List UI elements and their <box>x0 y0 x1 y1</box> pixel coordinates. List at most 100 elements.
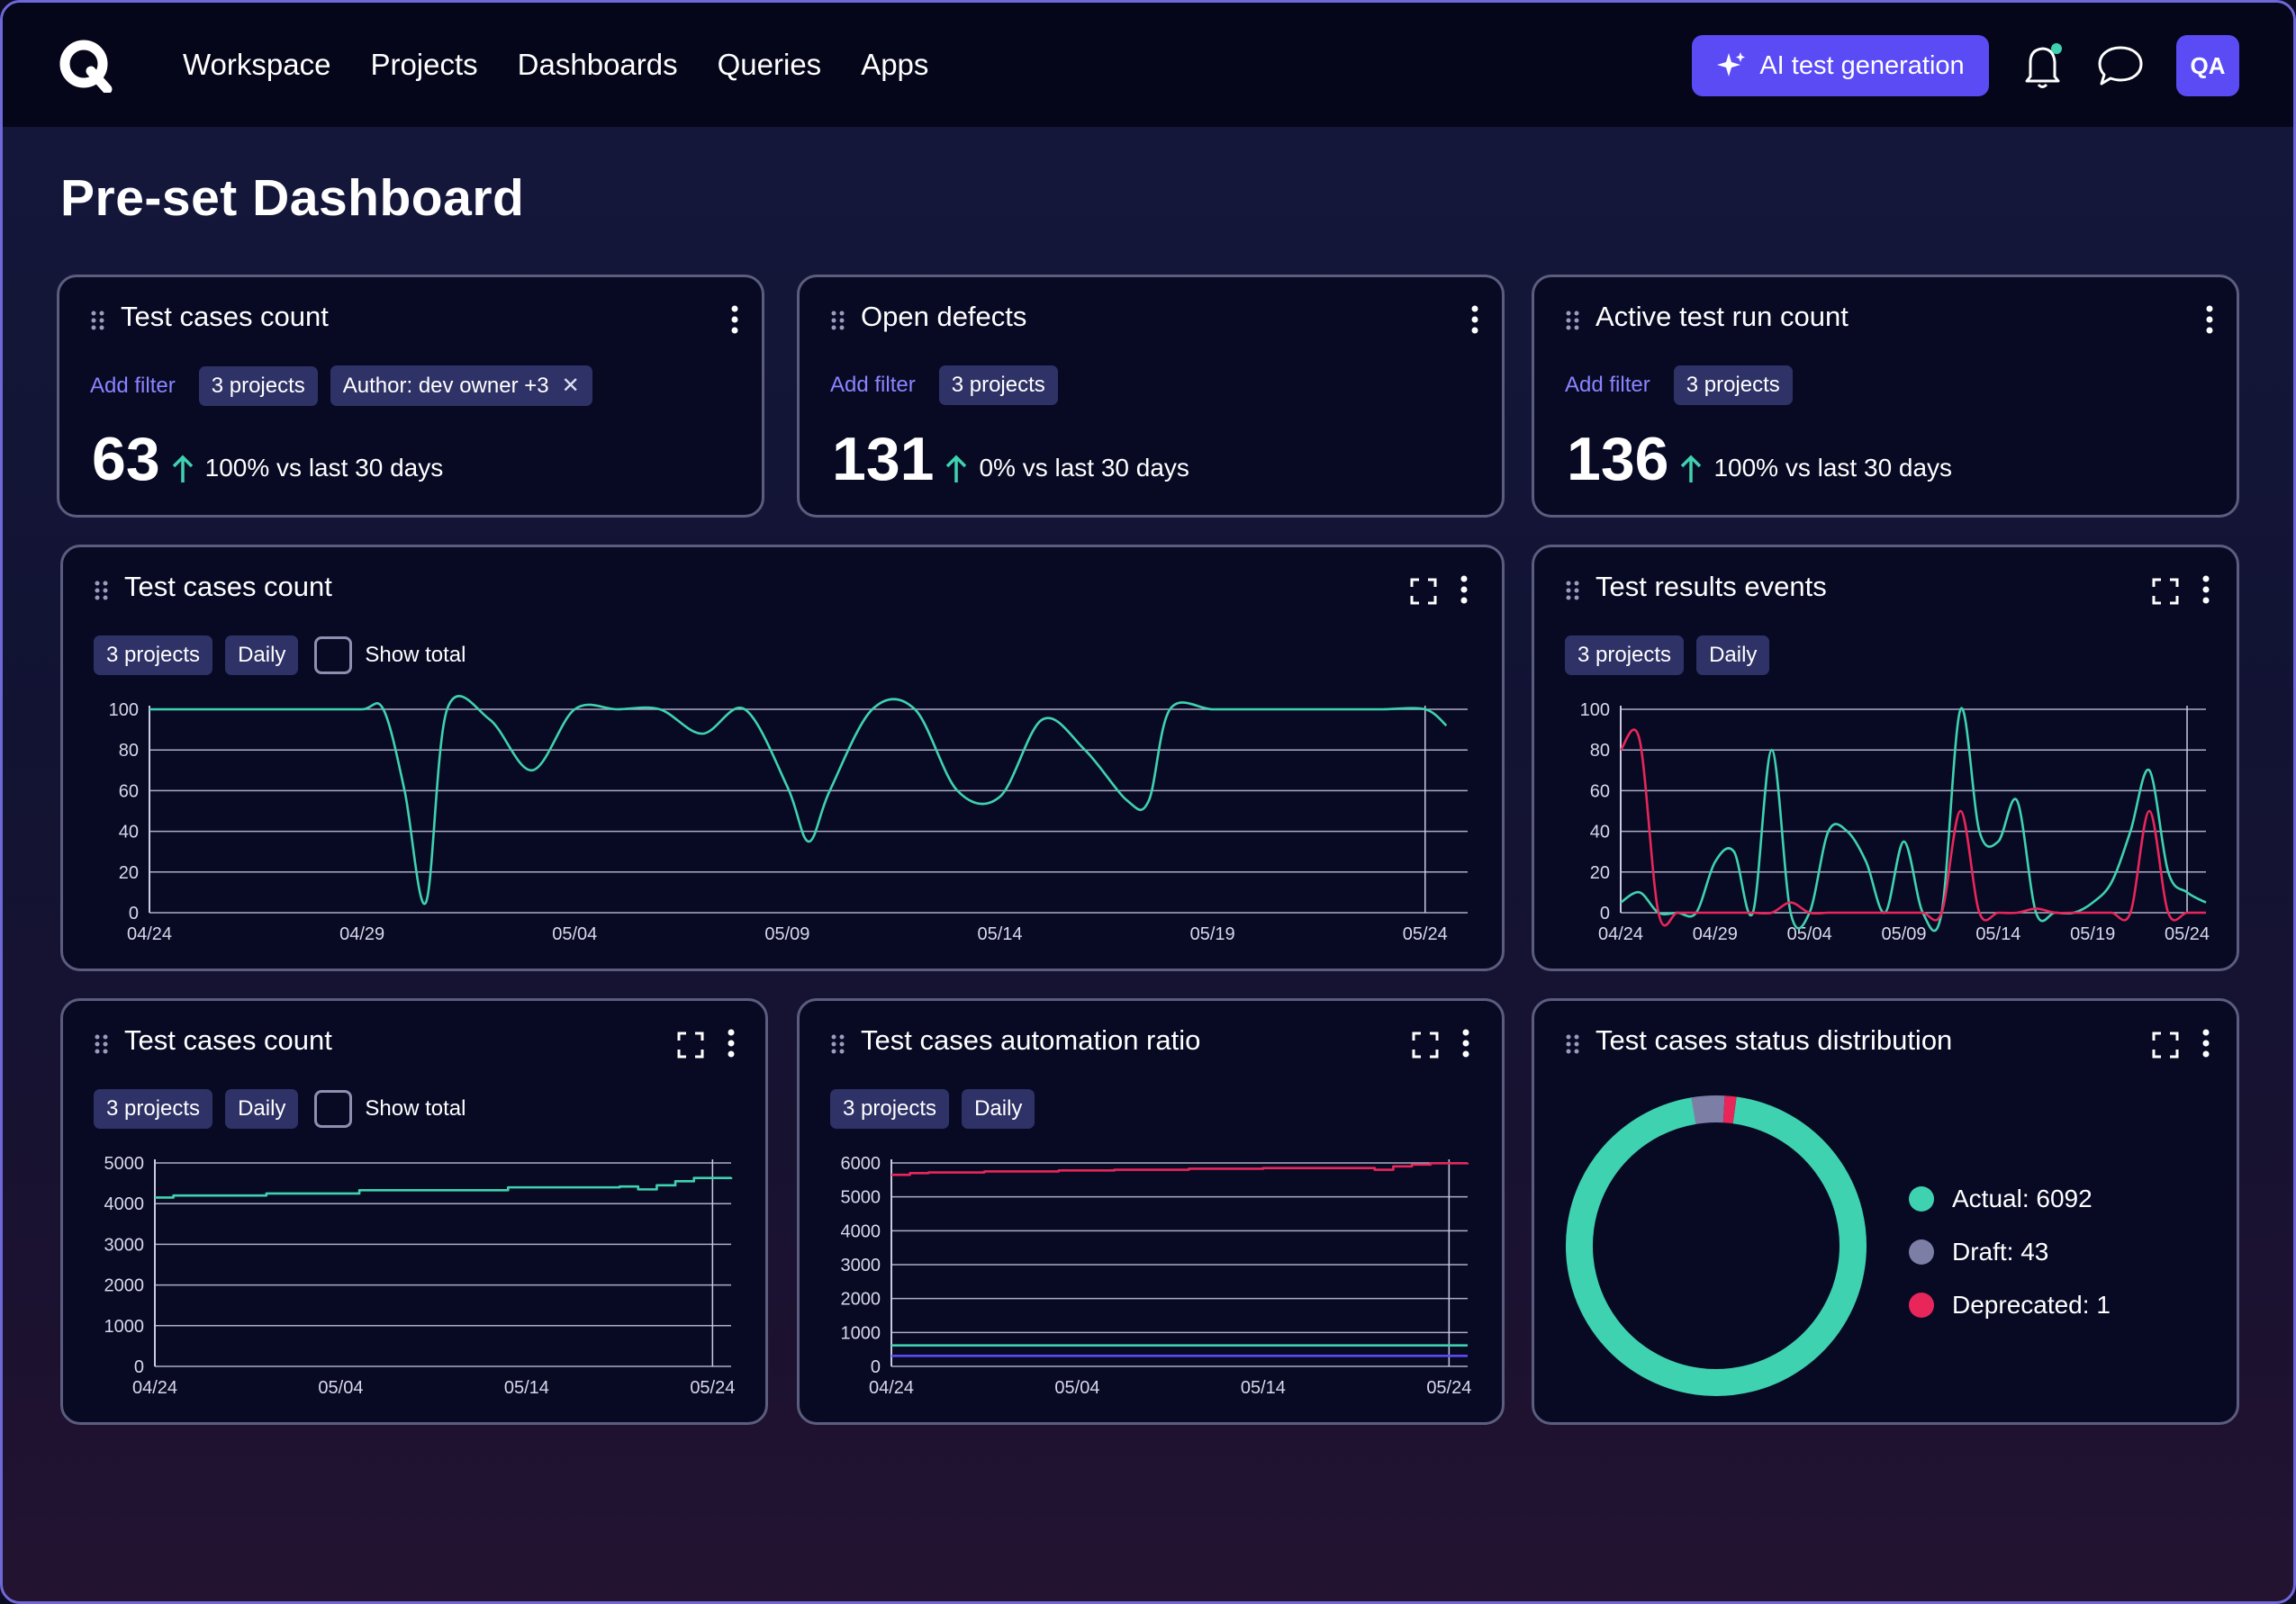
x-tick-label: 04/24 <box>1598 924 1643 944</box>
metric-value: 136 <box>1567 425 1669 493</box>
y-tick-label: 6000 <box>841 1154 881 1174</box>
x-tick-label: 05/09 <box>764 924 809 944</box>
app-logo-icon[interactable] <box>59 39 113 93</box>
drag-handle-icon[interactable] <box>1565 580 1581 601</box>
arrow-up-icon <box>1681 455 1702 482</box>
x-tick-label: 04/24 <box>127 924 172 944</box>
legend-item-deprecated: Deprecated: 1 <box>1909 1278 2111 1331</box>
ai-button-label: AI test generation <box>1759 50 1965 80</box>
more-options-icon[interactable] <box>2201 574 2211 605</box>
y-tick-label: 4000 <box>841 1221 881 1241</box>
y-tick-label: 2000 <box>841 1290 881 1310</box>
nav-item-queries[interactable]: Queries <box>717 48 822 81</box>
y-tick-label: 1000 <box>104 1317 145 1337</box>
x-tick-label: 05/24 <box>1403 924 1448 944</box>
expand-icon[interactable] <box>2152 1032 2179 1059</box>
drag-handle-icon[interactable] <box>94 580 110 601</box>
drag-handle-icon[interactable] <box>830 1033 846 1055</box>
add-filter-link[interactable]: Add filter <box>1565 373 1650 397</box>
drag-handle-icon[interactable] <box>830 310 846 331</box>
filter-chip-projects[interactable]: 3 projects <box>830 1089 950 1129</box>
filter-chip-projects[interactable]: 3 projects <box>94 1089 213 1129</box>
y-tick-label: 20 <box>119 863 139 883</box>
add-filter-link[interactable]: Add filter <box>90 373 176 398</box>
drag-handle-icon[interactable] <box>94 1033 110 1055</box>
y-tick-label: 5000 <box>841 1188 881 1208</box>
nav-item-workspace[interactable]: Workspace <box>183 48 331 81</box>
remove-filter-icon[interactable]: ✕ <box>561 374 580 398</box>
drag-handle-icon[interactable] <box>1565 1033 1581 1055</box>
y-tick-label: 0 <box>134 1357 144 1377</box>
legend-label: Actual: 6092 <box>1952 1184 2093 1212</box>
expand-icon[interactable] <box>677 1032 704 1059</box>
y-tick-label: 1000 <box>841 1323 881 1343</box>
filter-chip-projects[interactable]: 3 projects <box>198 365 318 406</box>
filter-chip-daily[interactable]: Daily <box>962 1089 1035 1129</box>
x-tick-label: 04/29 <box>1693 924 1738 944</box>
more-options-icon[interactable] <box>2201 1028 2211 1059</box>
card-title: Test cases status distribution <box>1595 1024 1953 1056</box>
top-navigation-bar: Workspace Projects Dashboards Queries Ap… <box>3 3 2293 127</box>
x-tick-label: 05/24 <box>690 1378 735 1398</box>
show-total-label: Show total <box>365 643 466 667</box>
more-options-icon[interactable] <box>2204 304 2215 335</box>
y-tick-label: 0 <box>129 904 139 924</box>
y-tick-label: 100 <box>109 700 139 720</box>
show-total-checkbox[interactable] <box>314 1090 353 1128</box>
metric-value: 131 <box>832 425 935 493</box>
card-title: Test cases automation ratio <box>861 1024 1201 1056</box>
filter-chip-projects[interactable]: 3 projects <box>94 635 213 675</box>
legend-dot <box>1909 1239 1934 1265</box>
y-tick-label: 60 <box>119 781 139 801</box>
x-tick-label: 05/04 <box>1787 924 1832 944</box>
expand-icon[interactable] <box>1412 1032 1439 1059</box>
filter-chip-projects[interactable]: 3 projects <box>1565 635 1685 675</box>
y-tick-label: 3000 <box>841 1256 881 1275</box>
filter-bar: 3 projects Daily Show total <box>94 635 466 675</box>
drag-handle-icon[interactable] <box>90 310 106 331</box>
legend-item-draft: Draft: 43 <box>1909 1225 2111 1278</box>
chart-legend: Actual: 6092 Draft: 43 Deprecated: 1 <box>1909 1172 2111 1331</box>
filter-chip-author[interactable]: Author: dev owner +3 ✕ <box>330 365 592 406</box>
widget-test-cases-count-wide: Test cases count 3 projects Daily Show t… <box>60 545 1505 971</box>
chip-label: Author: dev owner +3 <box>342 373 549 398</box>
more-options-icon[interactable] <box>1459 574 1469 605</box>
y-tick-label: 40 <box>119 823 139 843</box>
series-line-1 <box>1619 728 2206 927</box>
card-title: Test cases count <box>124 1024 332 1056</box>
show-total-checkbox[interactable] <box>314 636 353 674</box>
more-options-icon[interactable] <box>1460 1028 1471 1059</box>
filter-bar: Add filter 3 projects Author: dev owner … <box>90 365 592 406</box>
y-tick-label: 60 <box>1590 781 1610 801</box>
filter-chip-daily[interactable]: Daily <box>1696 635 1770 675</box>
widget-test-cases-count-small: Test cases count 3 projects Daily Show t… <box>60 998 768 1425</box>
notification-bell-icon[interactable] <box>2021 41 2066 91</box>
pie-slice-draft <box>1566 1095 1867 1396</box>
ai-test-generation-button[interactable]: AI test generation <box>1692 35 1989 96</box>
arrow-up-icon <box>946 455 967 482</box>
nav-item-projects[interactable]: Projects <box>370 48 478 81</box>
line-chart: 0 1000 2000 3000 4000 5000 6000 04/24 05/04 05/14… <box>841 1154 1472 1398</box>
user-avatar[interactable]: QA <box>2176 35 2239 96</box>
pie-slice-deprecated <box>1566 1095 1867 1396</box>
expand-icon[interactable] <box>1410 578 1437 605</box>
expand-icon[interactable] <box>2152 578 2179 605</box>
y-tick-label: 3000 <box>104 1235 145 1255</box>
nav-item-dashboards[interactable]: Dashboards <box>517 48 678 81</box>
more-options-icon[interactable] <box>729 304 740 335</box>
filter-bar: Add filter 3 projects <box>1565 365 1793 405</box>
nav-item-apps[interactable]: Apps <box>861 48 929 81</box>
metric-card-open-defects: Open defects Add filter 3 projects 131 0… <box>797 275 1505 518</box>
filter-bar: 3 projects Daily <box>830 1089 1035 1129</box>
more-options-icon[interactable] <box>726 1028 737 1059</box>
filter-chip-projects[interactable]: 3 projects <box>938 365 1058 405</box>
page-title: Pre-set Dashboard <box>60 169 525 227</box>
filter-chip-projects[interactable]: 3 projects <box>1673 365 1793 405</box>
drag-handle-icon[interactable] <box>1565 310 1581 331</box>
add-filter-link[interactable]: Add filter <box>830 373 916 397</box>
more-options-icon[interactable] <box>1469 304 1480 335</box>
filter-chip-daily[interactable]: Daily <box>225 635 299 675</box>
chat-icon[interactable] <box>2097 44 2144 87</box>
legend-dot <box>1909 1292 1934 1318</box>
filter-chip-daily[interactable]: Daily <box>225 1089 299 1129</box>
